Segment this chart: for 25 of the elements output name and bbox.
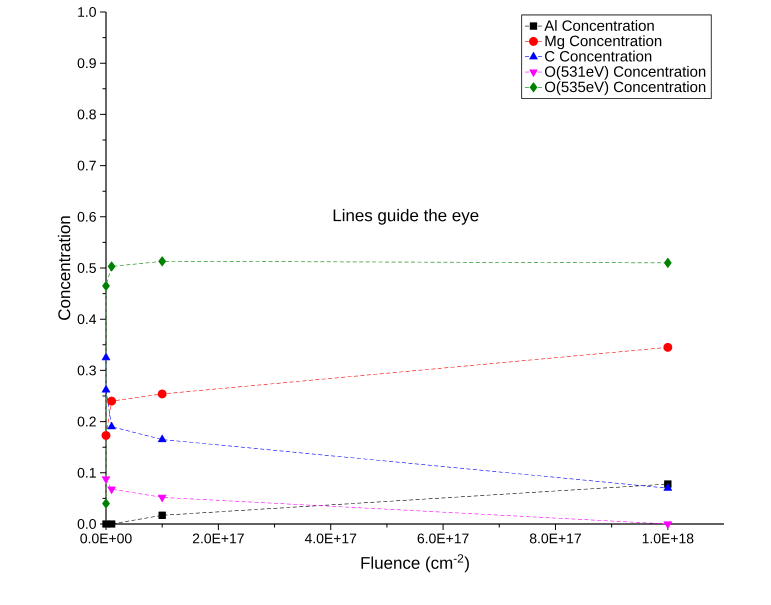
x-tick-label: 1.0E+18: [642, 533, 694, 544]
y-tick-label: 0.7: [78, 160, 96, 171]
x-tick-label: 8.0E+17: [530, 533, 581, 544]
y-tick-label: 1.0: [78, 7, 96, 17]
legend-label: C Concentration: [545, 50, 652, 62]
x-tick-label: 2.0E+17: [192, 533, 244, 544]
y-tick-label: 0.0: [78, 519, 96, 529]
y-tick-label: 0.9: [78, 58, 96, 68]
y-tick-label: 0.3: [78, 365, 96, 376]
legend-label: O(535eV) Concentration: [544, 81, 706, 96]
x-axis-title: Fluence (cm$^{-2}$): [361, 554, 469, 572]
y-axis-title: Concentration: [58, 216, 70, 320]
y-tick-label: 0.8: [78, 109, 96, 120]
x-tick-label: 6.0E+17: [418, 533, 469, 544]
annotation: Lines guide the eye: [334, 208, 478, 225]
y-tick-label: 0.6: [78, 212, 96, 222]
legend-label: Al Concentration: [544, 20, 654, 31]
y-tick-label: 0.1: [78, 468, 96, 478]
x-tick-label: 0.0E+00: [80, 533, 132, 544]
y-tick-label: 0.4: [78, 314, 96, 324]
x-tick-label: 4.0E+17: [304, 533, 356, 544]
legend-label: Mg Concentration: [546, 35, 662, 50]
y-tick-label: 0.2: [78, 416, 96, 427]
legend-label: O(531eV) Concentration: [544, 66, 706, 80]
y-tick-label: 0.5: [78, 263, 96, 273]
